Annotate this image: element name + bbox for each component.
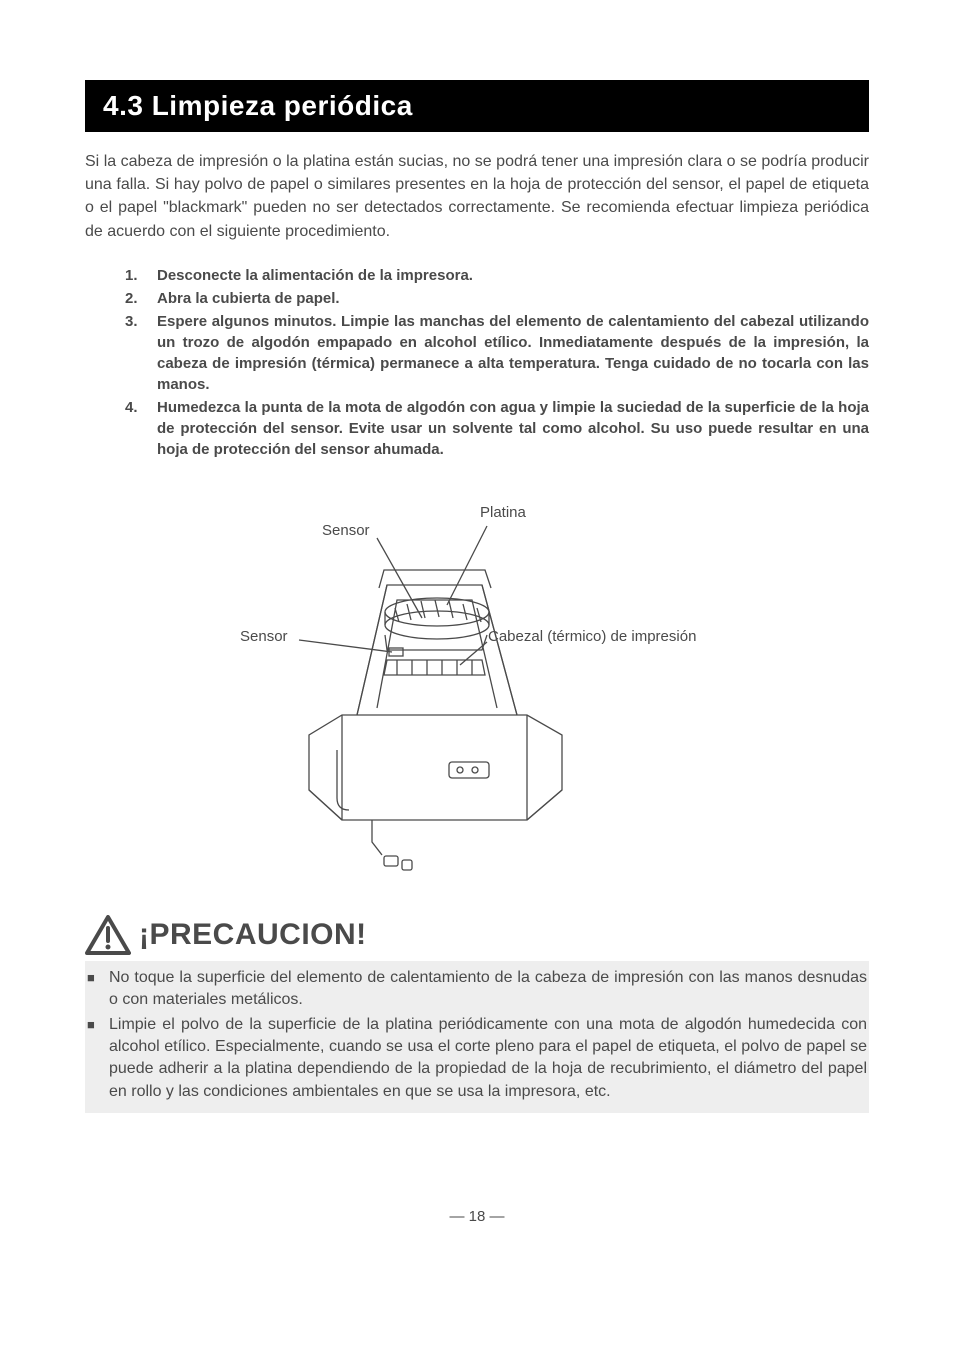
- bullet-marker-icon: ■: [87, 1014, 109, 1104]
- step-text: Desconecte la alimentación de la impreso…: [157, 265, 473, 286]
- intro-paragraph: Si la cabeza de impresión o la platina e…: [85, 150, 869, 243]
- caution-title: ¡PRECAUCION!: [139, 918, 367, 952]
- step-number: 2.: [125, 288, 157, 309]
- caution-bullet: ■ Limpie el polvo de la superficie de la…: [87, 1014, 867, 1104]
- step-text: Humedezca la punta de la mota de algodón…: [157, 397, 869, 460]
- step-number: 1.: [125, 265, 157, 286]
- step-text: Abra la cubierta de papel.: [157, 288, 340, 309]
- caution-bullet: ■ No toque la superficie del elemento de…: [87, 967, 867, 1012]
- step-number: 3.: [125, 311, 157, 395]
- label-sensor-left: Sensor: [240, 628, 288, 645]
- steps-list: 1. Desconecte la alimentación de la impr…: [85, 265, 869, 460]
- step-number: 4.: [125, 397, 157, 460]
- step-text: Espere algunos minutos. Limpie las manch…: [157, 311, 869, 395]
- bullet-marker-icon: ■: [87, 967, 109, 1012]
- printer-svg: [87, 490, 867, 890]
- section-header: 4.3 Limpieza periódica: [85, 80, 869, 132]
- caution-bullet-text: Limpie el polvo de la superficie de la p…: [109, 1014, 867, 1104]
- label-cabezal: Cabezal (térmico) de impresión: [488, 628, 696, 645]
- caution-header: ¡PRECAUCION!: [85, 915, 869, 955]
- step-item: 2. Abra la cubierta de papel.: [125, 288, 869, 309]
- warning-icon: [85, 915, 131, 955]
- printer-diagram: Sensor Platina Sensor Cabezal (térmico) …: [85, 490, 869, 890]
- label-platina: Platina: [480, 504, 526, 521]
- caution-bullet-text: No toque la superficie del elemento de c…: [109, 967, 867, 1012]
- caution-box: ■ No toque la superficie del elemento de…: [85, 961, 869, 1113]
- label-sensor-top: Sensor: [322, 522, 370, 539]
- step-item: 4. Humedezca la punta de la mota de algo…: [125, 397, 869, 460]
- step-item: 1. Desconecte la alimentación de la impr…: [125, 265, 869, 286]
- page-number: — 18 —: [85, 1208, 869, 1225]
- step-item: 3. Espere algunos minutos. Limpie las ma…: [125, 311, 869, 395]
